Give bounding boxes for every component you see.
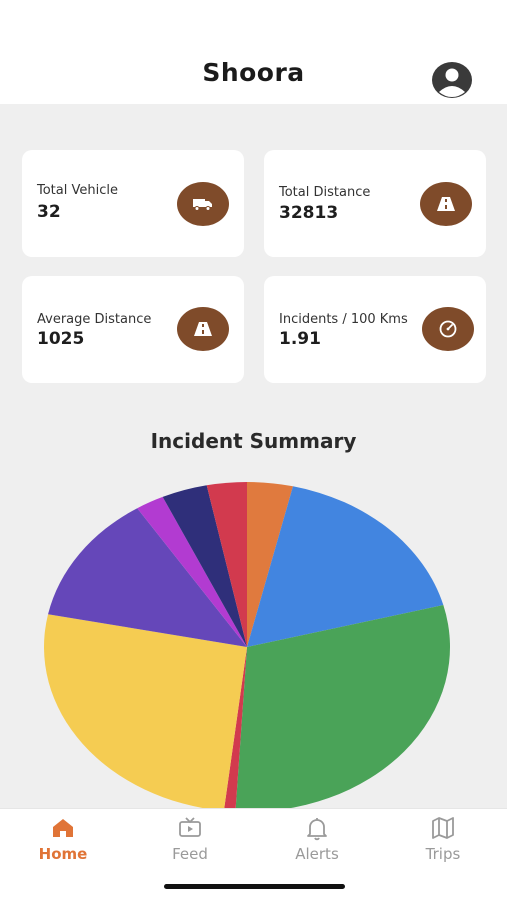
tab-label: Feed [172,845,208,863]
tab-trips[interactable]: Trips [388,815,498,863]
stat-card-total-vehicle[interactable]: Total Vehicle 32 [22,150,244,257]
pie-slice[interactable] [48,508,247,647]
pie-slice[interactable] [247,482,293,647]
tab-home[interactable]: Home [8,815,118,863]
stat-label: Total Vehicle [37,183,118,198]
home-indicator [164,884,345,889]
stat-badge [177,182,229,226]
stat-badge [177,307,229,351]
stat-value: 1025 [37,329,85,349]
stat-value: 32 [37,202,61,222]
road-icon [437,197,455,211]
stat-card-average-distance[interactable]: Average Distance 1025 [22,276,244,383]
map-icon [432,817,454,839]
tv-icon [179,817,201,837]
tab-feed[interactable]: Feed [135,815,245,863]
pie-slice[interactable] [223,647,247,812]
stat-badge [420,182,472,226]
profile-avatar-icon[interactable] [431,61,473,99]
stat-value: 1.91 [279,329,321,349]
stat-card-incidents-per-100km[interactable]: Incidents / 100 Kms 1.91 [264,276,486,383]
stat-label: Average Distance [37,312,152,327]
speedometer-icon [439,320,457,338]
pie-slice[interactable] [162,485,247,647]
pie-slice[interactable] [235,605,450,812]
pie-svg [44,482,450,812]
home-icon [53,819,73,837]
chart-title: Incident Summary [150,429,357,453]
tab-label: Trips [425,845,461,863]
road-icon [194,322,212,336]
tab-label: Alerts [295,845,339,863]
stat-badge [422,307,474,351]
bell-icon [307,818,327,841]
app-title: Shoora [202,58,305,87]
truck-icon [193,199,212,211]
pie-slice[interactable] [247,486,444,647]
stat-label: Incidents / 100 Kms [279,312,408,327]
incident-pie-chart [44,482,450,812]
stat-label: Total Distance [279,185,371,200]
app-header: Shoora [0,0,507,104]
pie-slice[interactable] [44,614,247,811]
tab-alerts[interactable]: Alerts [262,815,372,863]
stat-value: 32813 [279,203,339,223]
pie-slice[interactable] [137,496,247,647]
tab-label: Home [38,845,88,863]
stat-card-total-distance[interactable]: Total Distance 32813 [264,150,486,257]
pie-slice[interactable] [206,482,247,647]
